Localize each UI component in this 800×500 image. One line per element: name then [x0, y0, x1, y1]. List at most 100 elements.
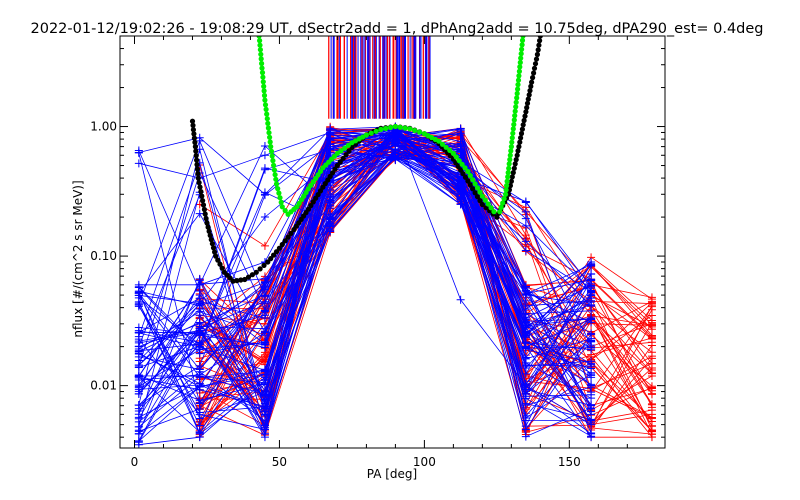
black-fit-dot	[467, 182, 473, 188]
blue-spectrum-point	[195, 396, 204, 405]
green-fit-dot	[271, 162, 277, 168]
green-fit-dot	[515, 86, 521, 92]
blue-spectrum-point	[195, 405, 204, 414]
green-fit-dot	[510, 126, 516, 132]
blue-spectrum-point	[260, 213, 269, 222]
green-fit-dot	[342, 145, 348, 151]
plot-frame	[119, 35, 666, 449]
green-fit-dot	[259, 65, 265, 71]
blue-spectrum-point	[134, 372, 143, 381]
blue-spectrum-point	[260, 338, 269, 347]
green-fit-dot	[509, 139, 515, 145]
y-tick-label: 1.00	[90, 120, 117, 134]
black-fit-dot	[194, 162, 200, 168]
green-fit-dot	[504, 178, 510, 184]
green-fit-dot	[505, 170, 511, 176]
black-fit-dot	[524, 100, 531, 106]
black-fit-dot	[245, 274, 252, 280]
blue-spectrum-point	[521, 237, 530, 246]
green-fit-dot	[258, 51, 264, 57]
green-fit-dot	[383, 125, 389, 132]
blue-spectrum-point	[260, 274, 269, 283]
black-fit-dot	[217, 261, 223, 267]
black-fit-dot	[203, 215, 209, 222]
blue-spectrum-point	[587, 306, 596, 315]
blue-spectrum-point	[195, 209, 204, 218]
blue-spectrum-line	[138, 149, 592, 416]
blue-spectrum-point	[587, 314, 596, 323]
green-fit-dot	[273, 181, 280, 187]
black-fit-dot	[513, 157, 519, 163]
black-fit-dot	[474, 194, 481, 200]
green-fit-dot	[272, 172, 278, 178]
black-fit-dot	[462, 174, 469, 180]
green-fit-dot	[516, 73, 522, 79]
blue-spectrum-line	[138, 128, 592, 425]
green-fit-dot	[511, 121, 517, 128]
blue-spectrum-point	[587, 380, 596, 389]
blue-spectrum-point	[521, 369, 530, 378]
black-fit-dot	[271, 252, 277, 258]
blue-spectrum-point	[134, 350, 143, 359]
green-fit-dot	[518, 55, 524, 61]
black-fit-dot	[195, 175, 201, 181]
black-fit-dot	[276, 245, 282, 251]
black-fit-dot	[195, 171, 201, 177]
blue-spectrum-point	[456, 190, 465, 199]
green-fit-dot	[491, 209, 497, 215]
black-fit-dot	[536, 42, 542, 48]
black-fit-dot	[315, 192, 321, 198]
blue-spectrum-line	[138, 151, 592, 381]
green-fit-dot	[417, 129, 423, 135]
blue-spectrum-point	[456, 295, 465, 304]
blue-spectrum-point	[260, 307, 269, 316]
blue-spectrum-point	[195, 340, 204, 349]
black-fit-dot	[532, 61, 539, 67]
blue-spectrum-point	[456, 142, 465, 151]
blue-spectrum-line	[138, 128, 592, 364]
blue-spectrum-line	[138, 133, 592, 446]
black-fit-dot	[279, 241, 285, 248]
black-fit-dot	[213, 253, 219, 259]
blue-spectrum-point	[521, 401, 530, 410]
black-fit-dot	[465, 178, 471, 184]
black-fit-dot	[234, 278, 240, 284]
green-fit-dot	[345, 142, 351, 148]
black-fit-dot	[511, 165, 517, 171]
blue-spectrum-point	[521, 291, 530, 300]
green-fit-dot	[338, 148, 344, 154]
blue-spectrum-point	[260, 376, 269, 385]
red-spectrum-point	[647, 389, 656, 398]
green-fit-dot	[508, 148, 514, 154]
blue-spectrum-point	[587, 420, 596, 429]
blue-spectrum-point	[134, 288, 143, 297]
blue-spectrum-point	[260, 416, 269, 425]
black-fit-dot	[470, 186, 476, 192]
blue-spectrum-point	[521, 422, 530, 431]
black-fit-dot	[527, 88, 533, 94]
blue-spectrum-point	[260, 190, 269, 199]
blue-spectrum-point	[134, 326, 143, 335]
green-fit-dot	[436, 138, 442, 144]
blue-spectrum-point	[195, 379, 204, 388]
blue-spectrum-point	[587, 288, 596, 297]
green-fit-dot	[388, 124, 394, 131]
black-fit-dot	[509, 174, 515, 180]
green-fit-dot	[363, 132, 369, 138]
blue-spectrum-line	[138, 155, 592, 413]
black-fit-dot	[190, 127, 196, 133]
green-fit-dot	[450, 150, 456, 156]
black-fit-dot	[196, 180, 202, 186]
x-tick-label: 0	[131, 455, 139, 469]
green-fit-dot	[456, 158, 462, 164]
green-fit-dot	[497, 209, 503, 215]
green-fit-dot	[506, 165, 512, 171]
black-fit-dot	[215, 257, 221, 263]
black-fit-dot	[200, 198, 206, 204]
chart-title: 2022-01-12/19:02:26 - 19:08:29 UT, dSect…	[31, 21, 764, 37]
red-spectrum-point	[647, 410, 656, 419]
blue-spectrum-point	[326, 220, 335, 229]
blue-spectrum-point	[521, 309, 530, 318]
green-fit-dot	[462, 165, 468, 171]
black-fit-dot	[219, 265, 225, 271]
